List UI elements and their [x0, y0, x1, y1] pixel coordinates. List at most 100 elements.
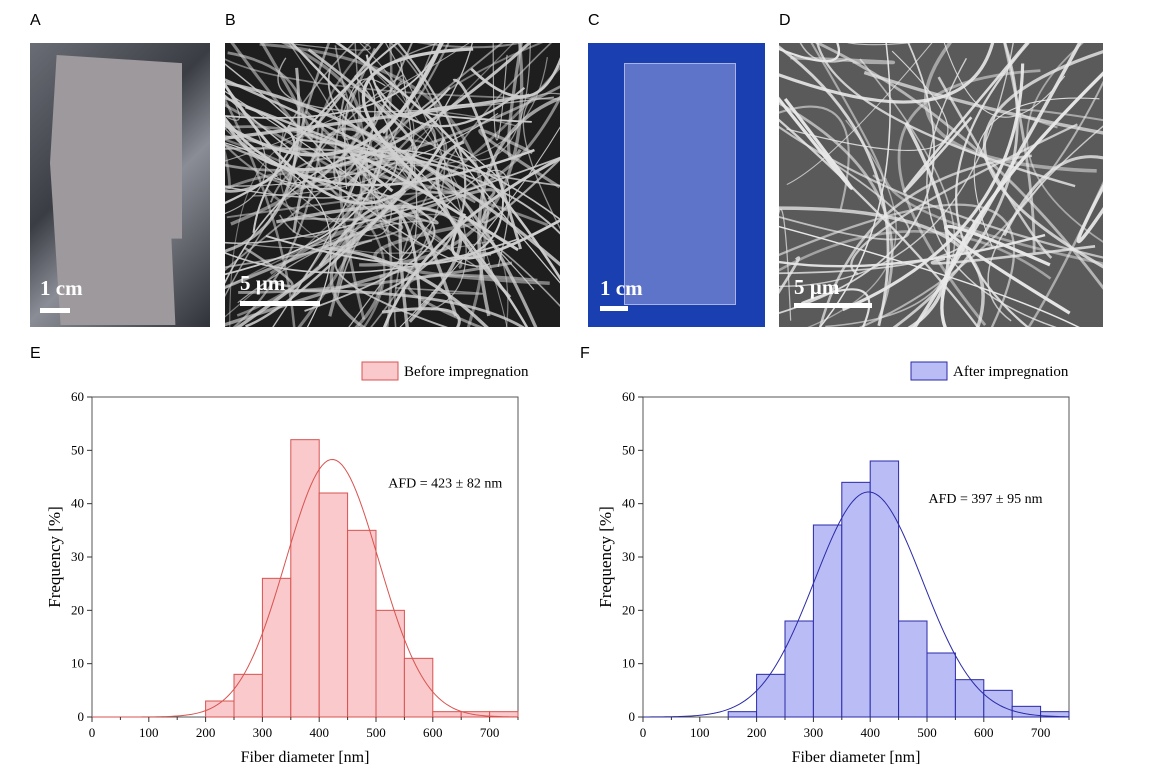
fiber [842, 63, 1025, 312]
fiber [481, 157, 560, 224]
legend-label: After impregnation [953, 364, 1069, 380]
fiber [470, 56, 560, 98]
fiber [225, 142, 332, 327]
histogram-bar [432, 711, 462, 718]
y-axis-label: Frequency [%] [596, 506, 615, 608]
histogram-bar [841, 481, 871, 718]
histogram-bar [347, 529, 377, 718]
x-tick-label: 200 [196, 725, 216, 740]
fiber [381, 43, 444, 135]
fiber [522, 92, 560, 230]
fiber [230, 43, 362, 226]
y-tick-label: 50 [71, 442, 84, 457]
histogram-bar [954, 679, 985, 718]
x-tick-label: 700 [1031, 725, 1051, 740]
y-tick-label: 60 [622, 389, 635, 404]
x-axis-label: Fiber diameter [nm] [792, 749, 921, 766]
sem-image-before: 5 µm [225, 43, 560, 327]
histogram-bar [233, 673, 263, 718]
y-tick-label: 40 [71, 496, 84, 511]
gaussian-fit-curve [642, 491, 1070, 718]
fiber [416, 43, 523, 49]
fiber [337, 43, 508, 327]
y-tick-label: 50 [622, 442, 635, 457]
photo-membrane-before: 1 cm [30, 43, 210, 327]
membrane-sheet [50, 55, 182, 325]
fiber [1026, 43, 1103, 243]
fiber [225, 67, 301, 253]
fiber [246, 43, 363, 249]
fiber [786, 43, 933, 186]
histogram-bar [727, 711, 758, 718]
histogram-bar [784, 620, 814, 718]
fiber [912, 43, 1082, 327]
y-axis-label: Frequency [%] [45, 506, 64, 608]
fiber [779, 125, 1103, 259]
sem-image-after: 5 µm [779, 43, 1103, 327]
fiber [779, 203, 1016, 327]
afd-annotation: AFD = 423 ± 82 nm [388, 476, 502, 491]
panel-label-b: B [225, 12, 236, 29]
fiber [779, 233, 1046, 268]
x-axis-label: Fiber diameter [nm] [241, 749, 370, 766]
y-tick-label: 60 [71, 389, 84, 404]
fiber [779, 45, 890, 327]
scale-bar [40, 308, 70, 313]
x-tick-label: 700 [480, 725, 500, 740]
fiber [779, 208, 792, 321]
fiber [923, 43, 1097, 173]
fiber [225, 173, 278, 193]
gaussian-fit-curve [91, 458, 519, 718]
fiber [1002, 155, 1103, 237]
fiber [452, 78, 523, 250]
scale-bar [600, 306, 628, 311]
fiber [987, 125, 1103, 322]
x-tick-label: 200 [747, 725, 767, 740]
fiber [779, 225, 1080, 327]
fiber [229, 133, 362, 327]
histogram-bar [812, 524, 843, 718]
fiber [354, 43, 431, 254]
fiber [225, 148, 232, 189]
histogram-before: 0 100 200 300 400 500 600 700 0 10 20 30 40 50 60 Fiber… [45, 361, 529, 766]
fiber [225, 138, 386, 327]
fiber [779, 43, 995, 104]
scale-label: 5 µm [794, 275, 840, 299]
fiber [779, 43, 1014, 287]
fiber [847, 43, 913, 46]
fiber [955, 43, 1030, 327]
x-tick-label: 300 [804, 725, 824, 740]
afd-annotation: AFD = 397 ± 95 nm [928, 492, 1042, 507]
y-tick-label: 10 [71, 656, 84, 671]
fiber [450, 213, 560, 260]
fiber [892, 43, 1019, 327]
x-tick-label: 600 [423, 725, 443, 740]
histogram-bar [898, 620, 928, 718]
legend-swatch [910, 361, 948, 381]
fiber [801, 288, 871, 327]
fiber [236, 43, 393, 317]
fiber [238, 261, 513, 294]
x-tick-label: 600 [974, 725, 994, 740]
scale-bar [794, 303, 872, 308]
fiber [810, 43, 884, 182]
y-tick-label: 30 [71, 549, 84, 564]
histogram-bar [926, 652, 956, 718]
fiber [378, 43, 473, 200]
fiber [243, 246, 294, 288]
x-tick-label: 0 [640, 725, 647, 740]
fiber [259, 43, 487, 327]
histogram-bar [756, 673, 786, 718]
fiber-texture [225, 43, 560, 327]
fiber [1027, 181, 1103, 327]
histogram-bar [983, 689, 1013, 718]
fiber [346, 157, 538, 327]
fiber [399, 126, 560, 327]
x-tick-label: 0 [89, 725, 96, 740]
scale-label: 1 cm [40, 276, 83, 300]
y-tick-label: 20 [622, 602, 635, 617]
fiber [983, 50, 1103, 269]
transparent-sheet [624, 63, 736, 305]
fiber [973, 97, 1100, 248]
fiber [269, 229, 356, 327]
